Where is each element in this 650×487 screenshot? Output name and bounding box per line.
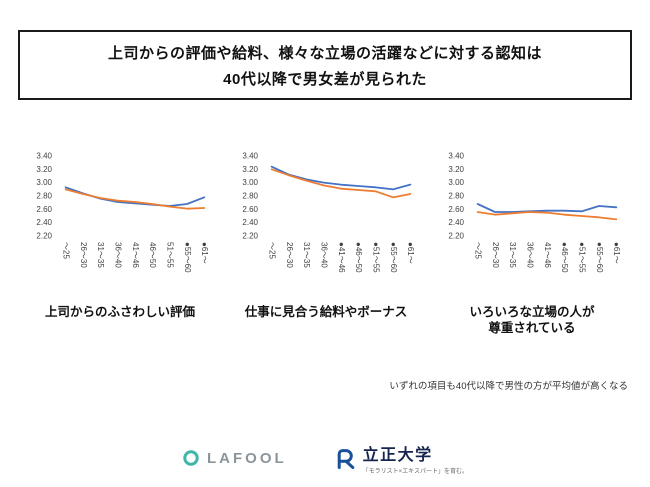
- series-line-orange: [64, 188, 206, 210]
- y-axis-tick-label: 3.40: [242, 152, 258, 161]
- chart-boss-evaluation: 3.40 3.20 3.00 2.80 2.60 2.40 2.20 ～25 26～30 31～3…: [21, 150, 219, 302]
- x-axis-tick-label: 46～50: [148, 242, 157, 268]
- y-axis-tick-label: 2.20: [242, 232, 258, 241]
- y-axis-tick-label: 2.20: [36, 232, 52, 241]
- x-axis-tick-label: ●41～46: [337, 242, 346, 273]
- x-axis-tick-label: 31～35: [302, 242, 311, 268]
- chart-block-boss-evaluation: 3.40 3.20 3.00 2.80 2.60 2.40 2.20 ～25 26～30 31～3…: [20, 150, 220, 337]
- rissho-tagline: 「モラリスト×エキスパート」を育む。: [362, 469, 468, 475]
- charts-row: 3.40 3.20 3.00 2.80 2.60 2.40 2.20 ～25 26～30 31～3…: [20, 150, 632, 337]
- line-chart-svg: 3.40 3.20 3.00 2.80 2.60 2.40 2.20 ～25 26～30 31～3…: [448, 152, 621, 274]
- rissho-text-block: 立正大学 「モラリスト×エキスパート」を育む。: [363, 441, 468, 475]
- x-axis-tick-label: 36～40: [319, 242, 328, 268]
- line-chart-svg: 3.40 3.20 3.00 2.80 2.60 2.40 2.20 ～25 26～30 31～3…: [36, 152, 209, 274]
- y-axis-tick-label: 2.20: [448, 232, 464, 241]
- y-axis-tick-label: 3.20: [36, 165, 52, 174]
- y-axis-tick-label: 2.80: [36, 192, 52, 201]
- x-axis-tick-label: ●46～50: [354, 242, 363, 273]
- x-axis-tick-label: ～25: [473, 242, 482, 259]
- line-chart-svg: 3.40 3.20 3.00 2.80 2.60 2.40 2.20 ～25 26～30 31～3…: [242, 152, 415, 274]
- y-axis-tick-label: 2.40: [242, 218, 258, 227]
- y-axis-tick-label: 3.00: [242, 178, 258, 187]
- x-axis-tick-label: ●55～60: [389, 242, 398, 273]
- x-axis-tick-label: 51～55: [165, 242, 174, 268]
- chart-block-respect-positions: 3.40 3.20 3.00 2.80 2.60 2.40 2.20 ～25 26～30 31～3…: [432, 150, 632, 337]
- x-axis-tick-label: 41～46: [543, 242, 552, 268]
- x-axis-tick-label: ●61～: [612, 242, 621, 264]
- x-axis-tick-label: ●51～55: [371, 242, 380, 273]
- chart-title-salary-bonus: 仕事に見合う給料やボーナス: [244, 305, 408, 319]
- chart-title-respect-positions: いろいろな立場の人が 尊重されている: [469, 305, 595, 336]
- x-axis-tick-label: 26～30: [285, 242, 294, 268]
- headline-line-2: 40代以降で男女差が見られた: [223, 70, 427, 88]
- chart-salary-bonus: 3.40 3.20 3.00 2.80 2.60 2.40 2.20 ～25 26～30 31～3…: [227, 150, 425, 302]
- series-line-blue: [270, 165, 412, 191]
- lafool-wordmark: LAFOOL: [207, 449, 287, 467]
- x-axis-tick-label: ～25: [267, 242, 276, 259]
- y-axis-tick-label: 2.80: [242, 192, 258, 201]
- rissho-wordmark: 立正大学: [362, 447, 433, 464]
- series-line-orange: [476, 211, 618, 221]
- rissho-r-icon: [337, 448, 354, 469]
- x-axis-tick-label: ～25: [61, 242, 70, 259]
- chart-respect-positions: 3.40 3.20 3.00 2.80 2.60 2.40 2.20 ～25 26～30 31～3…: [433, 150, 631, 302]
- annotation-note: いずれの項目も40代以降で男性の方が平均値が高くなる: [389, 381, 628, 392]
- y-axis-tick-label: 2.40: [448, 218, 464, 227]
- x-axis-tick-label: ●51～55: [577, 242, 586, 273]
- x-axis-tick-label: 36～40: [113, 242, 122, 268]
- y-axis-tick-label: 3.40: [448, 152, 464, 161]
- x-axis-tick-label: 26～30: [491, 242, 500, 268]
- y-axis-tick-label: 3.40: [36, 152, 52, 161]
- y-axis-tick-label: 3.20: [242, 165, 258, 174]
- y-axis-tick-label: 3.00: [448, 178, 464, 187]
- x-axis-tick-label: 31～35: [508, 242, 517, 268]
- x-axis-tick-label: ●61～: [406, 242, 415, 264]
- y-axis-tick-label: 3.00: [36, 178, 52, 187]
- x-axis-tick-label: 31～35: [96, 242, 105, 268]
- x-axis-tick-label: 36～40: [525, 242, 534, 268]
- chart-title-boss-evaluation: 上司からのふさわしい評価: [44, 305, 195, 319]
- rissho-logo: 立正大学 「モラリスト×エキスパート」を育む。: [335, 441, 468, 475]
- y-axis-tick-label: 2.40: [36, 218, 52, 227]
- lafool-logo: LAFOOL: [182, 449, 287, 467]
- lafool-circle-icon: [183, 450, 199, 466]
- x-axis-tick-label: ●61～: [200, 242, 209, 264]
- series-line-blue: [64, 186, 206, 207]
- y-axis-tick-label: 2.60: [242, 205, 258, 214]
- series-line-blue: [476, 203, 618, 213]
- x-axis-tick-label: ●55～60: [183, 242, 192, 273]
- y-axis-tick-label: 2.60: [448, 205, 464, 214]
- x-axis-tick-label: ●55～60: [595, 242, 604, 273]
- chart-block-salary-bonus: 3.40 3.20 3.00 2.80 2.60 2.40 2.20 ～25 26～30 31～3…: [226, 150, 426, 337]
- headline-line-1: 上司からの評価や給料、様々な立場の活躍などに対する認知は: [107, 44, 542, 62]
- y-axis-tick-label: 2.60: [36, 205, 52, 214]
- x-axis-tick-label: 41～46: [131, 242, 140, 268]
- footer-logos: LAFOOL 立正大学 「モラリスト×エキスパート」を育む。: [0, 441, 650, 475]
- x-axis-tick-label: 26～30: [79, 242, 88, 268]
- series-line-orange: [270, 168, 412, 199]
- y-axis-tick-label: 2.80: [448, 192, 464, 201]
- y-axis-tick-label: 3.20: [448, 165, 464, 174]
- x-axis-tick-label: ●46～50: [560, 242, 569, 273]
- headline-box: 上司からの評価や給料、様々な立場の活躍などに対する認知は 40代以降で男女差が見…: [18, 30, 632, 100]
